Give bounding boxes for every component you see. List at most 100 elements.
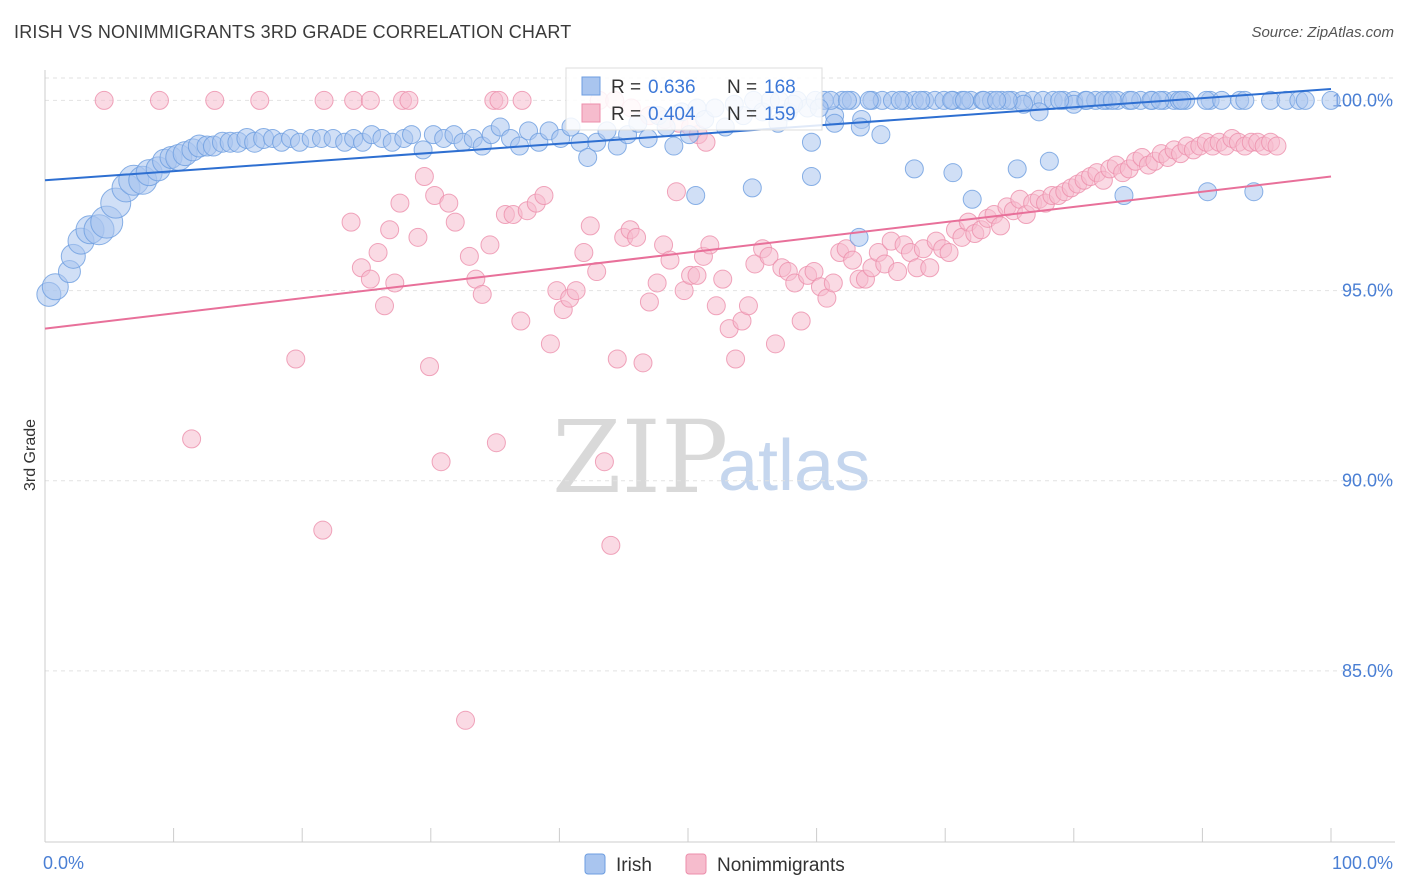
nonimmigrants-point bbox=[511, 311, 531, 331]
nonimmigrants-point bbox=[489, 90, 509, 110]
nonimmigrants-point bbox=[480, 235, 500, 255]
nonimmigrants-point bbox=[360, 90, 380, 110]
irish-point bbox=[801, 132, 821, 152]
irish-point bbox=[890, 90, 910, 110]
bottom-legend-irish-label: Irish bbox=[616, 855, 652, 876]
nonimmigrants-point bbox=[706, 296, 726, 316]
irish-point bbox=[1321, 90, 1341, 110]
y-axis-title: 3rd Grade bbox=[22, 419, 39, 491]
nonimmigrants-point bbox=[459, 246, 479, 266]
y-tick-labels: 85.0% 90.0% 95.0% 100.0% bbox=[1332, 90, 1393, 680]
bottom-legend-nonimmigrants-swatch bbox=[685, 853, 707, 875]
irish-n-label: N = bbox=[727, 77, 757, 98]
nonimmigrants-point bbox=[445, 212, 465, 232]
nonimmigrants-trend-line bbox=[44, 175, 1332, 330]
nonimmigrants-point bbox=[920, 258, 940, 278]
irish-point bbox=[1212, 90, 1232, 110]
nonimmigrants-point bbox=[939, 243, 959, 263]
y-tick-label: 100.0% bbox=[1332, 90, 1393, 110]
irish-point bbox=[664, 136, 684, 156]
irish-point bbox=[859, 90, 879, 110]
nonimmigrants-point bbox=[696, 132, 716, 152]
nonimmigrants-point bbox=[594, 452, 614, 472]
bottom-legend: Irish Nonimmigrants bbox=[584, 853, 845, 876]
trend-lines bbox=[44, 88, 1332, 330]
nonimmigrants-point bbox=[587, 262, 607, 282]
nonimmigrants-point bbox=[765, 334, 785, 354]
nonimmigrants-point bbox=[843, 250, 863, 270]
nonimmigrants-point bbox=[414, 166, 434, 186]
nonimmigrants-point bbox=[390, 193, 410, 213]
nonimmigrants-point bbox=[313, 520, 333, 540]
nonimmigrants-point bbox=[759, 246, 779, 266]
nonimmigrants-r-value: 0.404 bbox=[648, 104, 696, 125]
stats-legend: R = 0.636 N = 168 R = 0.404 N = 159 bbox=[565, 67, 823, 131]
nonimmigrants-point bbox=[250, 90, 270, 110]
nonimmigrants-point bbox=[182, 429, 202, 449]
nonimmigrants-point bbox=[385, 273, 405, 293]
nonimmigrants-point bbox=[639, 292, 659, 312]
nonimmigrants-point bbox=[431, 452, 451, 472]
irish-point bbox=[1122, 90, 1142, 110]
nonimmigrants-point bbox=[375, 296, 395, 316]
nonimmigrants-point bbox=[286, 349, 306, 369]
irish-point bbox=[837, 90, 857, 110]
irish-point bbox=[954, 90, 974, 110]
nonimmigrants-point bbox=[341, 212, 361, 232]
x-tick-label-min: 0.0% bbox=[43, 853, 84, 873]
irish-point bbox=[911, 90, 931, 110]
irish-trend-line bbox=[44, 88, 1332, 182]
irish-point bbox=[1039, 151, 1059, 171]
irish-point bbox=[801, 166, 821, 186]
y-tick-label: 95.0% bbox=[1342, 281, 1393, 301]
irish-r-label: R = bbox=[611, 77, 641, 98]
bottom-legend-nonimmigrants-label: Nonimmigrants bbox=[717, 855, 845, 876]
nonimmigrants-point bbox=[534, 185, 554, 205]
irish-point bbox=[1077, 90, 1097, 110]
irish-r-value: 0.636 bbox=[648, 77, 696, 98]
irish-point bbox=[742, 178, 762, 198]
nonimmigrants-point bbox=[486, 433, 506, 453]
nonimmigrants-point bbox=[399, 90, 419, 110]
watermark-zip: ZIP bbox=[552, 399, 728, 516]
nonimmigrants-point bbox=[647, 273, 667, 293]
nonimmigrants-point bbox=[149, 90, 169, 110]
irish-point bbox=[41, 273, 69, 301]
y-tick-label: 90.0% bbox=[1342, 471, 1393, 491]
nonimmigrants-n-value: 159 bbox=[764, 104, 796, 125]
nonimmigrants-point bbox=[601, 535, 621, 555]
irish-point bbox=[1029, 102, 1049, 122]
x-tick-label-max: 100.0% bbox=[1332, 853, 1393, 873]
nonimmigrants-point bbox=[439, 193, 459, 213]
source-label: Source: ZipAtlas.com bbox=[1251, 24, 1394, 41]
irish-point bbox=[1295, 90, 1315, 110]
nonimmigrants-point bbox=[791, 311, 811, 331]
nonimmigrants-point bbox=[687, 265, 707, 285]
nonimmigrants-point bbox=[540, 334, 560, 354]
nonimmigrants-points bbox=[94, 90, 1287, 730]
nonimmigrants-legend-swatch bbox=[581, 103, 601, 123]
watermark-atlas: atlas bbox=[718, 426, 870, 506]
nonimmigrants-point bbox=[94, 90, 114, 110]
bottom-legend-irish-swatch bbox=[584, 853, 606, 875]
nonimmigrants-point bbox=[314, 90, 334, 110]
nonimmigrants-point bbox=[344, 90, 364, 110]
nonimmigrants-point bbox=[360, 269, 380, 289]
nonimmigrants-point bbox=[738, 296, 758, 316]
nonimmigrants-point bbox=[368, 243, 388, 263]
irish-point bbox=[1007, 159, 1027, 179]
nonimmigrants-point bbox=[472, 284, 492, 304]
irish-point bbox=[904, 159, 924, 179]
chart-title: IRISH VS NONIMMIGRANTS 3RD GRADE CORRELA… bbox=[14, 22, 572, 42]
irish-point bbox=[1244, 182, 1264, 202]
axes bbox=[44, 70, 1395, 843]
nonimmigrants-point bbox=[456, 710, 476, 730]
nonimmigrants-point bbox=[888, 262, 908, 282]
irish-point bbox=[402, 125, 422, 145]
irish-point bbox=[987, 90, 1007, 110]
nonimmigrants-point bbox=[726, 349, 746, 369]
nonimmigrants-point bbox=[566, 281, 586, 301]
irish-point bbox=[943, 163, 963, 183]
irish-point bbox=[413, 140, 433, 160]
